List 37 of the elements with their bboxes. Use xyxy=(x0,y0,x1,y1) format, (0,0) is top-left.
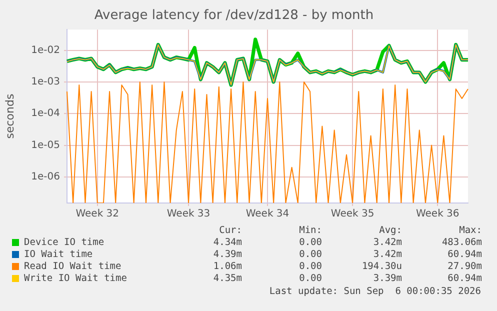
x-tick-label: Week 36 xyxy=(416,208,460,220)
text: 0.00 xyxy=(298,236,322,248)
text: Avg: xyxy=(378,224,402,236)
x-tick-label: Week 33 xyxy=(166,208,210,220)
text: 4.39m xyxy=(212,248,242,260)
text: 3.42m xyxy=(372,248,402,260)
y-axis-title: seconds xyxy=(3,94,16,139)
text: 4.35m xyxy=(212,272,242,284)
text: 194.30u xyxy=(360,260,402,272)
text: 4.34m xyxy=(212,236,242,248)
legend-label: Write IO Wait time xyxy=(23,272,128,284)
text: Max: xyxy=(458,224,482,236)
text: 3.39m xyxy=(372,272,402,284)
text: 3.42m xyxy=(372,236,402,248)
y-tick-label: 1e-02 xyxy=(31,44,60,56)
text: Last update: Sun Sep 6 00:00:35 2026 xyxy=(269,286,481,297)
x-tick-label: Week 32 xyxy=(76,208,120,220)
text: 0.00 xyxy=(298,248,322,260)
legend-label: IO Wait time xyxy=(23,248,94,260)
y-tick-label: 1e-03 xyxy=(31,76,60,88)
x-tick-label: Week 34 xyxy=(246,208,290,220)
text: 60.94m xyxy=(446,248,482,260)
legend-label: Device IO time xyxy=(23,236,106,248)
text: 0.00 xyxy=(298,272,322,284)
text: 1.06m xyxy=(212,260,242,272)
text: Cur: xyxy=(218,224,242,236)
y-tick-label: 1e-05 xyxy=(31,140,60,151)
text: 0.00 xyxy=(298,260,322,272)
y-tick-label: 1e-06 xyxy=(31,172,60,183)
y-tick-label: 1e-04 xyxy=(31,108,60,120)
text: Min: xyxy=(298,224,322,236)
text: 483.06m xyxy=(440,236,482,248)
x-tick-label: Week 35 xyxy=(330,208,374,220)
legend-label: Read IO Wait time xyxy=(23,260,122,272)
chart-title: Average latency for /dev/zd128 - by month xyxy=(94,8,374,24)
text: 60.94m xyxy=(446,272,482,284)
text: 27.90m xyxy=(446,260,482,272)
